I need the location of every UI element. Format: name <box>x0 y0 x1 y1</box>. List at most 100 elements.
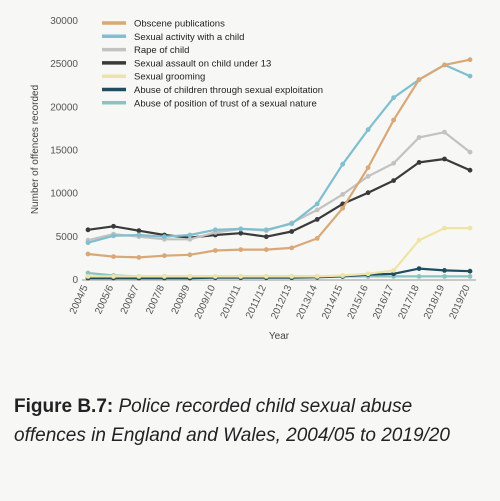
x-tick-label: 2017/18 <box>397 283 422 321</box>
data-point <box>442 268 447 273</box>
data-point <box>212 274 218 279</box>
figure-caption-label: Figure B.7: <box>14 396 114 417</box>
data-point <box>365 190 371 196</box>
data-point <box>263 227 269 233</box>
data-point <box>238 226 244 232</box>
data-point <box>111 254 116 259</box>
series-line <box>87 157 471 239</box>
data-point <box>467 225 473 231</box>
data-point <box>136 255 142 260</box>
data-point <box>314 217 320 222</box>
data-point <box>442 225 447 231</box>
data-point <box>340 273 346 278</box>
data-point <box>416 77 422 82</box>
data-point <box>467 149 473 155</box>
y-tick-label: 10000 <box>50 189 78 200</box>
series-layer <box>85 57 473 281</box>
x-tick-label: 2006/7 <box>119 283 142 316</box>
x-tick-label: 2014/15 <box>320 283 345 321</box>
data-point <box>391 271 396 277</box>
x-axis-title: Year <box>269 331 290 342</box>
data-point <box>365 127 371 132</box>
y-tick-label: 30000 <box>50 16 78 27</box>
data-point <box>467 274 473 279</box>
data-point <box>289 245 295 251</box>
data-point <box>212 227 218 233</box>
data-point <box>391 268 396 273</box>
series-line <box>88 267 471 280</box>
data-point <box>187 236 193 242</box>
data-point <box>212 248 218 253</box>
legend-label: Obscene publications <box>134 19 225 30</box>
data-point <box>365 165 371 171</box>
x-tick-label: 2015/16 <box>346 283 371 321</box>
legend-label: Rape of child <box>134 45 189 56</box>
legend-label: Sexual activity with a child <box>134 32 244 43</box>
data-point <box>238 230 244 236</box>
y-tick-label: 5000 <box>56 232 79 243</box>
data-point <box>263 247 269 253</box>
data-point <box>289 221 295 227</box>
data-point <box>391 95 396 101</box>
data-point <box>442 129 447 135</box>
data-point <box>85 240 91 246</box>
data-point <box>85 270 91 276</box>
data-point <box>416 237 422 243</box>
data-point <box>238 247 244 253</box>
x-tick-label: 2012/13 <box>269 283 294 321</box>
data-point <box>442 156 447 162</box>
data-point <box>162 274 167 279</box>
legend-label: Sexual grooming <box>134 72 205 83</box>
data-point <box>442 62 447 68</box>
x-tick-label: 2011/12 <box>244 283 269 320</box>
series-line <box>87 58 471 259</box>
data-point <box>467 167 473 173</box>
y-tick-label: 20000 <box>50 102 78 113</box>
x-tick-label: 2009/10 <box>193 283 218 321</box>
data-point <box>416 274 422 279</box>
data-point <box>85 274 91 279</box>
x-tick-label: 2019/20 <box>447 283 472 321</box>
line-chart: 0 5000 10000 15000 20000 25000 30000 2004/5 2005… <box>30 16 476 342</box>
x-tick-label: 2013/14 <box>295 283 320 321</box>
x-tick-label: 2005/6 <box>93 283 116 316</box>
series-line <box>87 131 471 242</box>
data-point <box>136 232 142 238</box>
legend-label: Abuse of children through sexual exploit… <box>134 85 323 96</box>
data-point <box>136 228 142 234</box>
legend: Obscene publications Sexual activity with… <box>102 19 323 109</box>
data-point <box>365 271 371 277</box>
data-point <box>365 173 371 179</box>
data-point <box>85 251 91 257</box>
legend-label: Sexual assault on child under 13 <box>134 58 271 69</box>
data-point <box>340 161 346 167</box>
x-tick-label: 2010/11 <box>219 283 244 320</box>
y-axis-title: Number of offences recorded <box>30 85 41 214</box>
x-tick-label: 2008/9 <box>170 283 193 316</box>
data-point <box>187 252 193 258</box>
data-point <box>111 233 116 239</box>
data-point <box>340 205 346 211</box>
series-line <box>87 63 471 244</box>
y-tick-label: 25000 <box>50 59 78 70</box>
data-point <box>289 274 295 279</box>
data-point <box>136 274 142 279</box>
data-point <box>111 274 116 279</box>
data-point <box>162 253 167 259</box>
data-point <box>85 227 91 233</box>
data-point <box>467 73 473 79</box>
data-point <box>416 160 422 165</box>
data-point <box>442 274 447 279</box>
data-point <box>314 236 320 241</box>
data-point <box>187 232 193 238</box>
data-point <box>111 223 116 229</box>
data-point <box>289 229 295 234</box>
data-point <box>238 274 244 279</box>
data-point <box>340 192 346 197</box>
legend-label: Abuse of position of trust of a sexual n… <box>134 98 317 109</box>
x-tick-label: 2007/8 <box>144 283 167 316</box>
data-point <box>416 266 422 271</box>
data-point <box>391 117 396 123</box>
data-point <box>467 57 473 63</box>
x-tick-label: 2016/17 <box>371 283 396 321</box>
